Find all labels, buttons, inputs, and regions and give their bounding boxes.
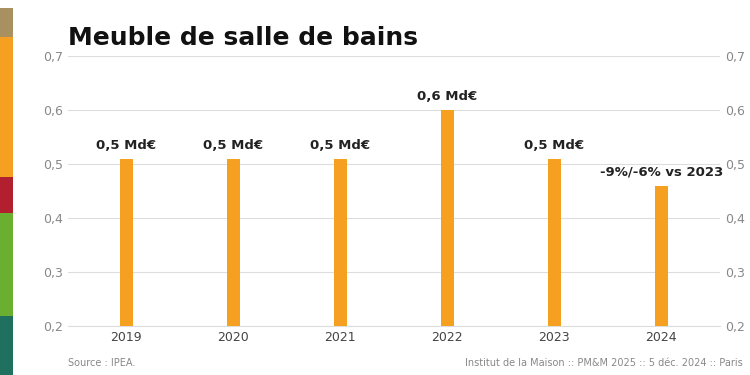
Bar (441, 110, 454, 326)
Text: 0,5 Md€: 0,5 Md€ (203, 139, 263, 152)
Text: Source : IPEA.: Source : IPEA. (68, 357, 135, 368)
Bar (655, 186, 668, 326)
Bar (120, 159, 133, 326)
Text: Meuble de salle de bains: Meuble de salle de bains (68, 26, 418, 50)
Bar (334, 159, 346, 326)
Text: Institut de la Maison :: PM&M 2025 :: 5 déc. 2024 :: Paris: Institut de la Maison :: PM&M 2025 :: 5 … (465, 357, 742, 368)
Text: 0,5 Md€: 0,5 Md€ (96, 139, 157, 152)
Text: -9%/-6% vs 2023: -9%/-6% vs 2023 (599, 166, 723, 179)
Text: 0,5 Md€: 0,5 Md€ (310, 139, 370, 152)
Bar (548, 159, 560, 326)
Text: 0,6 Md€: 0,6 Md€ (417, 90, 477, 103)
Text: 0,5 Md€: 0,5 Md€ (524, 139, 584, 152)
Bar (227, 159, 240, 326)
